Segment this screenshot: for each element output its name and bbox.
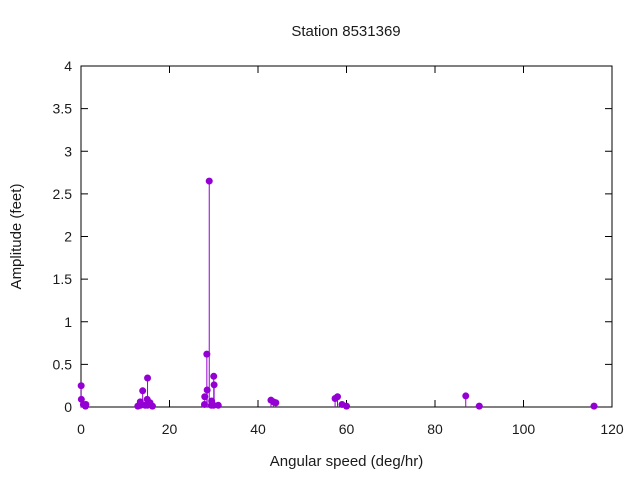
x-tick-label: 100 [512,421,536,437]
data-series [77,177,598,410]
data-point [82,400,90,408]
data-point [214,401,222,409]
y-tick-label: 3 [64,143,72,159]
y-tick-label: 4 [64,58,72,74]
y-axis-label: Amplitude (feet) [8,184,25,290]
x-tick-label: 0 [77,421,85,437]
data-point [139,387,147,395]
y-tick-label: 0 [64,399,72,415]
data-point [205,177,213,185]
data-point [148,402,156,410]
chart-title: Station 8531369 [291,23,400,40]
x-tick-label: 20 [162,421,178,437]
x-axis-label: Angular speed (deg/hr) [270,453,423,470]
axis-ticks: 0 20 40 60 80 100 120 0 0.5 1 1.5 2 2.5 3 3.5 4 [53,58,624,437]
data-point [201,393,209,401]
data-point [462,392,470,400]
y-tick-label: 2 [64,229,72,245]
x-tick-label: 40 [250,421,266,437]
y-tick-label: 2.5 [53,186,73,202]
x-tick-label: 80 [427,421,443,437]
x-tick-label: 120 [600,421,624,437]
data-point [144,374,152,382]
plot-frame [80,65,613,408]
data-point [334,393,342,401]
x-tick-label: 60 [339,421,355,437]
data-point [590,402,598,410]
y-tick-label: 0.5 [53,356,73,372]
y-tick-label: 1 [64,314,72,330]
data-point [343,402,350,410]
data-point [203,350,211,358]
y-tick-label: 3.5 [53,101,73,117]
data-point [272,399,280,407]
data-point [210,381,218,389]
data-point [210,372,218,380]
data-point [77,382,85,390]
y-tick-label: 1.5 [53,271,73,287]
data-point [203,386,211,394]
data-point [200,400,208,408]
data-point [475,402,483,410]
